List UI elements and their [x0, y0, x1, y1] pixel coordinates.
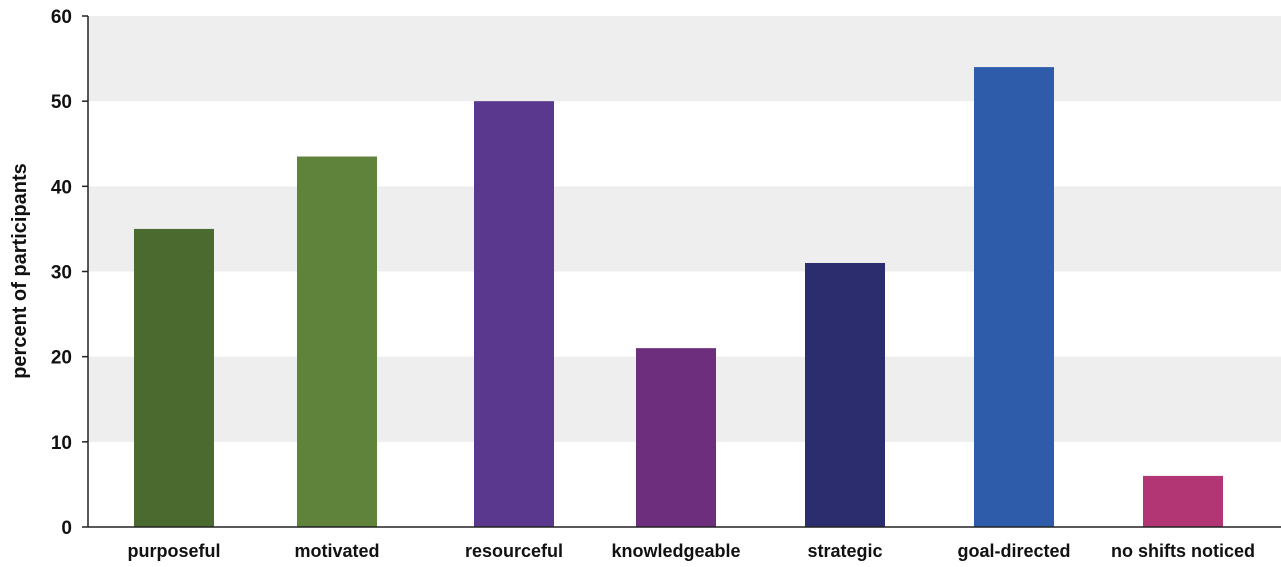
bar-motivated	[297, 156, 377, 527]
x-labels: purposeful motivated resourceful knowledgea…	[128, 541, 1256, 561]
x-tick-label: strategic	[807, 541, 882, 561]
grid-band	[88, 16, 1281, 102]
y-tick-label: 20	[51, 348, 72, 369]
bar-knowledgeable	[636, 348, 716, 527]
x-tick-label: goal-directed	[957, 541, 1070, 561]
x-tick-label: motivated	[294, 541, 379, 561]
y-axis-title: percent of participants	[9, 163, 31, 379]
bar-goal-directed	[974, 67, 1054, 527]
x-tick-label: resourceful	[465, 541, 563, 561]
bar-no-shifts-noticed	[1143, 475, 1223, 527]
bars	[134, 67, 1223, 528]
y-ticks: 0 10 20 30 40 50 60	[51, 7, 88, 539]
y-tick-label: 30	[51, 263, 72, 284]
y-tick-label: 0	[61, 518, 72, 539]
bar-resourceful	[474, 101, 554, 528]
y-tick-label: 60	[51, 7, 72, 28]
y-tick-label: 10	[51, 433, 72, 454]
x-tick-label: no shifts noticed	[1111, 541, 1255, 561]
bar-strategic	[805, 262, 885, 527]
x-tick-label: knowledgeable	[611, 541, 740, 561]
y-tick-label: 40	[51, 177, 72, 198]
bar-purposeful	[134, 228, 214, 527]
x-tick-label: purposeful	[128, 541, 221, 561]
y-tick-label: 50	[51, 92, 72, 113]
grid-band	[88, 186, 1281, 272]
